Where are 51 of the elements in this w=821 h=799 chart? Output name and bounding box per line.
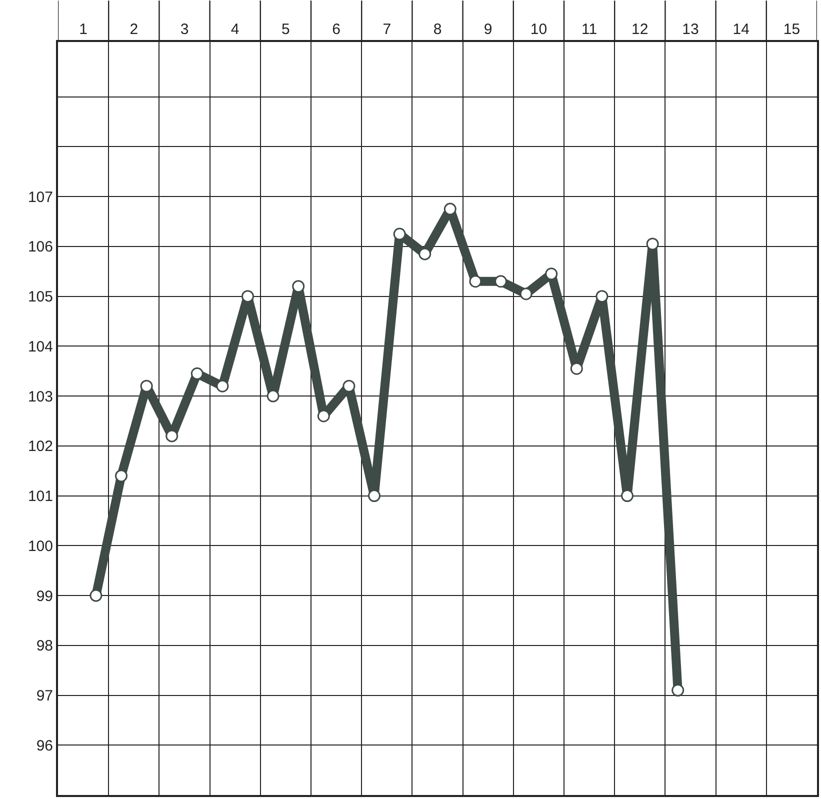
point xyxy=(545,268,558,280)
x-tick-label: 12 xyxy=(632,21,648,38)
x-tick-label: 13 xyxy=(682,21,699,38)
x-tick-label: 15 xyxy=(783,21,800,38)
point xyxy=(216,380,229,392)
y-tick-label: 98 xyxy=(36,638,53,655)
point xyxy=(368,490,380,502)
point xyxy=(140,380,153,392)
y-tick-label: 106 xyxy=(28,238,53,256)
point xyxy=(596,290,608,303)
point xyxy=(570,362,583,375)
point xyxy=(115,470,128,482)
point xyxy=(190,367,204,380)
point xyxy=(90,589,102,602)
y-tick-label: 103 xyxy=(28,388,53,406)
x-tick-label: 9 xyxy=(484,21,492,38)
x-tick-label: 6 xyxy=(332,21,340,38)
x-tick-label: 1 xyxy=(79,21,88,38)
y-tick-label: 104 xyxy=(28,338,53,356)
x-tick-label: 5 xyxy=(282,21,290,38)
point xyxy=(621,490,634,502)
x-tick-label: 8 xyxy=(433,21,442,38)
x-tick-label: 4 xyxy=(230,21,240,38)
x-tick-label: 11 xyxy=(582,21,598,38)
y-tick-label: 100 xyxy=(28,538,53,555)
point xyxy=(672,684,684,697)
y-tick-label: 99 xyxy=(36,588,53,605)
point xyxy=(342,380,356,392)
point xyxy=(418,248,432,260)
y-tick-label: 107 xyxy=(28,188,53,206)
point xyxy=(292,280,305,293)
x-tick-label: 14 xyxy=(732,21,750,38)
point xyxy=(469,275,482,288)
y-tick-label: 96 xyxy=(36,737,53,754)
point xyxy=(166,430,178,442)
y-tick-label: 102 xyxy=(28,438,53,456)
y-tick-label: 97 xyxy=(36,688,53,705)
point xyxy=(242,290,254,303)
point xyxy=(520,288,532,300)
x-tick-label: 7 xyxy=(382,21,392,38)
point xyxy=(494,275,507,288)
x-tick-label: 2 xyxy=(130,21,138,38)
y-tick-label: 101 xyxy=(28,488,53,506)
x-tick-label: 10 xyxy=(530,21,548,38)
point xyxy=(393,228,406,240)
point xyxy=(317,410,330,422)
point xyxy=(646,238,659,250)
y-tick-label: 105 xyxy=(28,288,53,306)
x-tick-label: 3 xyxy=(180,21,189,38)
point xyxy=(444,202,456,216)
point xyxy=(266,390,280,402)
